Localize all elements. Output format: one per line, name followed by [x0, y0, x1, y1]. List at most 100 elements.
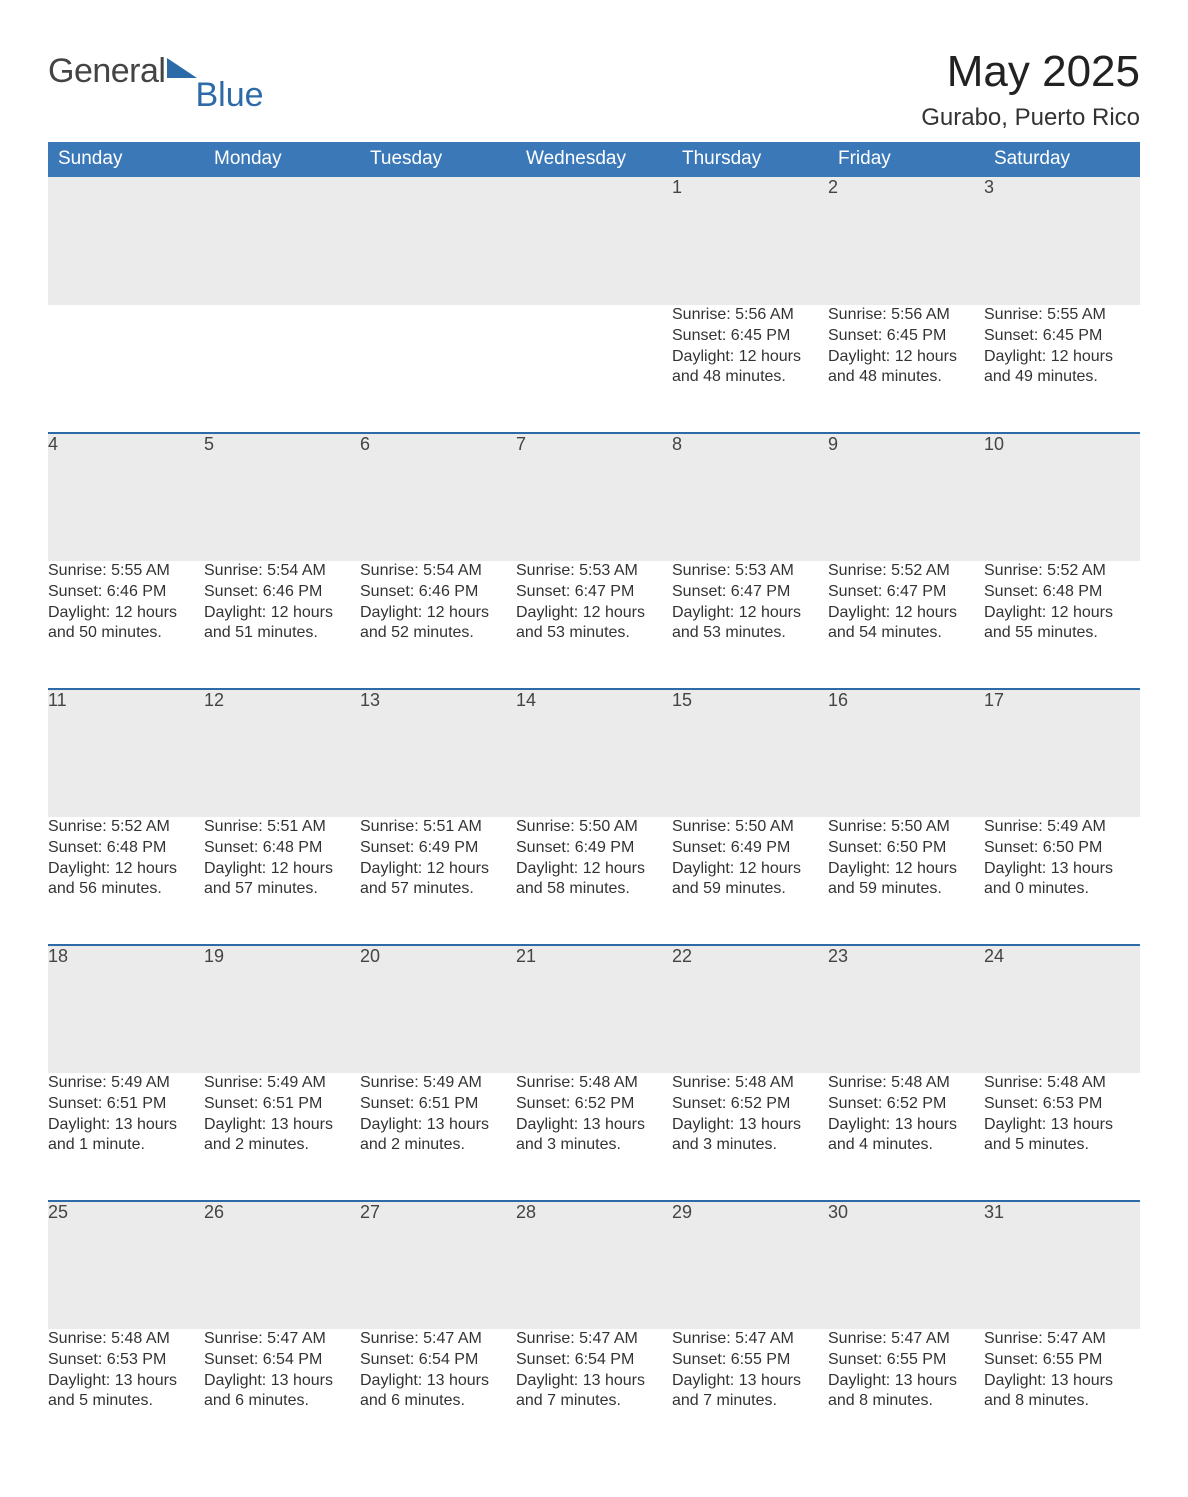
- day-number-cell: 1: [672, 177, 828, 305]
- sunrise-text: Sunrise: 5:48 AM: [984, 1073, 1140, 1094]
- day-number-cell: 13: [360, 689, 516, 817]
- sunrise-text: Sunrise: 5:47 AM: [204, 1329, 360, 1350]
- sunset-text: Sunset: 6:48 PM: [48, 838, 204, 859]
- sunset-text: Sunset: 6:55 PM: [828, 1350, 984, 1371]
- sunset-text: Sunset: 6:46 PM: [360, 582, 516, 603]
- daylight-text: Daylight: 12 hours and 50 minutes.: [48, 603, 204, 645]
- sunrise-text: Sunrise: 5:47 AM: [828, 1329, 984, 1350]
- sunrise-text: Sunrise: 5:52 AM: [48, 817, 204, 838]
- day-detail-cell: Sunrise: 5:47 AMSunset: 6:54 PMDaylight:…: [360, 1329, 516, 1457]
- day-detail-cell: Sunrise: 5:50 AMSunset: 6:49 PMDaylight:…: [516, 817, 672, 945]
- sunrise-text: Sunrise: 5:47 AM: [984, 1329, 1140, 1350]
- day-number-cell: [360, 177, 516, 305]
- sunset-text: Sunset: 6:51 PM: [204, 1094, 360, 1115]
- detail-row: Sunrise: 5:56 AMSunset: 6:45 PMDaylight:…: [48, 305, 1140, 433]
- sunset-text: Sunset: 6:45 PM: [828, 326, 984, 347]
- day-detail-cell: Sunrise: 5:52 AMSunset: 6:47 PMDaylight:…: [828, 561, 984, 689]
- sunrise-text: Sunrise: 5:54 AM: [204, 561, 360, 582]
- sunrise-text: Sunrise: 5:49 AM: [204, 1073, 360, 1094]
- day-number-cell: 25: [48, 1201, 204, 1329]
- day-detail-cell: [48, 305, 204, 433]
- detail-row: Sunrise: 5:49 AMSunset: 6:51 PMDaylight:…: [48, 1073, 1140, 1201]
- day-number-cell: 17: [984, 689, 1140, 817]
- sunset-text: Sunset: 6:55 PM: [984, 1350, 1140, 1371]
- sunrise-text: Sunrise: 5:52 AM: [828, 561, 984, 582]
- day-detail-cell: Sunrise: 5:47 AMSunset: 6:55 PMDaylight:…: [828, 1329, 984, 1457]
- day-number-cell: 4: [48, 433, 204, 561]
- day-number-cell: 16: [828, 689, 984, 817]
- day-detail-cell: Sunrise: 5:48 AMSunset: 6:52 PMDaylight:…: [672, 1073, 828, 1201]
- logo: General Blue: [48, 50, 264, 112]
- day-number-cell: 9: [828, 433, 984, 561]
- daylight-text: Daylight: 13 hours and 6 minutes.: [204, 1371, 360, 1413]
- daylight-text: Daylight: 13 hours and 5 minutes.: [48, 1371, 204, 1413]
- day-number-cell: 24: [984, 945, 1140, 1073]
- daylight-text: Daylight: 12 hours and 53 minutes.: [516, 603, 672, 645]
- weekday-header-row: Sunday Monday Tuesday Wednesday Thursday…: [48, 142, 1140, 177]
- day-number-cell: [48, 177, 204, 305]
- sunrise-text: Sunrise: 5:50 AM: [828, 817, 984, 838]
- daynum-row: 45678910: [48, 433, 1140, 561]
- sunrise-text: Sunrise: 5:48 AM: [516, 1073, 672, 1094]
- daylight-text: Daylight: 12 hours and 59 minutes.: [828, 859, 984, 901]
- sunset-text: Sunset: 6:52 PM: [516, 1094, 672, 1115]
- day-number-cell: 20: [360, 945, 516, 1073]
- sunset-text: Sunset: 6:48 PM: [204, 838, 360, 859]
- daylight-text: Daylight: 12 hours and 57 minutes.: [204, 859, 360, 901]
- sunrise-text: Sunrise: 5:51 AM: [360, 817, 516, 838]
- day-number-cell: 27: [360, 1201, 516, 1329]
- sunset-text: Sunset: 6:49 PM: [516, 838, 672, 859]
- sunrise-text: Sunrise: 5:56 AM: [672, 305, 828, 326]
- day-number-cell: 3: [984, 177, 1140, 305]
- sunrise-text: Sunrise: 5:50 AM: [672, 817, 828, 838]
- sunrise-text: Sunrise: 5:52 AM: [984, 561, 1140, 582]
- day-detail-cell: Sunrise: 5:48 AMSunset: 6:52 PMDaylight:…: [516, 1073, 672, 1201]
- daylight-text: Daylight: 12 hours and 55 minutes.: [984, 603, 1140, 645]
- sunset-text: Sunset: 6:45 PM: [672, 326, 828, 347]
- day-detail-cell: Sunrise: 5:48 AMSunset: 6:52 PMDaylight:…: [828, 1073, 984, 1201]
- day-detail-cell: Sunrise: 5:49 AMSunset: 6:51 PMDaylight:…: [204, 1073, 360, 1201]
- sunset-text: Sunset: 6:50 PM: [984, 838, 1140, 859]
- sunrise-text: Sunrise: 5:47 AM: [360, 1329, 516, 1350]
- sunset-text: Sunset: 6:52 PM: [672, 1094, 828, 1115]
- sunset-text: Sunset: 6:52 PM: [828, 1094, 984, 1115]
- sunset-text: Sunset: 6:53 PM: [984, 1094, 1140, 1115]
- day-number-cell: 23: [828, 945, 984, 1073]
- daylight-text: Daylight: 12 hours and 54 minutes.: [828, 603, 984, 645]
- sunset-text: Sunset: 6:47 PM: [516, 582, 672, 603]
- sunrise-text: Sunrise: 5:48 AM: [828, 1073, 984, 1094]
- logo-word-2: Blue: [195, 78, 263, 112]
- day-detail-cell: Sunrise: 5:47 AMSunset: 6:54 PMDaylight:…: [204, 1329, 360, 1457]
- sunset-text: Sunset: 6:46 PM: [204, 582, 360, 603]
- daylight-text: Daylight: 13 hours and 7 minutes.: [672, 1371, 828, 1413]
- daylight-text: Daylight: 13 hours and 7 minutes.: [516, 1371, 672, 1413]
- sunrise-text: Sunrise: 5:55 AM: [48, 561, 204, 582]
- header: General Blue May 2025 Gurabo, Puerto Ric…: [48, 50, 1140, 132]
- weekday-header: Sunday: [48, 142, 204, 177]
- day-detail-cell: Sunrise: 5:55 AMSunset: 6:46 PMDaylight:…: [48, 561, 204, 689]
- daylight-text: Daylight: 12 hours and 48 minutes.: [828, 347, 984, 389]
- day-detail-cell: Sunrise: 5:49 AMSunset: 6:51 PMDaylight:…: [48, 1073, 204, 1201]
- day-number-cell: [516, 177, 672, 305]
- calendar-table: Sunday Monday Tuesday Wednesday Thursday…: [48, 142, 1140, 1457]
- title-block: May 2025 Gurabo, Puerto Rico: [921, 50, 1140, 132]
- sunrise-text: Sunrise: 5:49 AM: [984, 817, 1140, 838]
- sunrise-text: Sunrise: 5:50 AM: [516, 817, 672, 838]
- day-detail-cell: Sunrise: 5:56 AMSunset: 6:45 PMDaylight:…: [828, 305, 984, 433]
- sunrise-text: Sunrise: 5:48 AM: [672, 1073, 828, 1094]
- day-number-cell: 11: [48, 689, 204, 817]
- sunset-text: Sunset: 6:47 PM: [672, 582, 828, 603]
- day-number-cell: 18: [48, 945, 204, 1073]
- detail-row: Sunrise: 5:55 AMSunset: 6:46 PMDaylight:…: [48, 561, 1140, 689]
- sunset-text: Sunset: 6:49 PM: [360, 838, 516, 859]
- day-number-cell: 5: [204, 433, 360, 561]
- day-detail-cell: [516, 305, 672, 433]
- day-detail-cell: Sunrise: 5:48 AMSunset: 6:53 PMDaylight:…: [48, 1329, 204, 1457]
- day-detail-cell: Sunrise: 5:53 AMSunset: 6:47 PMDaylight:…: [516, 561, 672, 689]
- daylight-text: Daylight: 12 hours and 56 minutes.: [48, 859, 204, 901]
- daylight-text: Daylight: 13 hours and 6 minutes.: [360, 1371, 516, 1413]
- daynum-row: 11121314151617: [48, 689, 1140, 817]
- day-number-cell: [204, 177, 360, 305]
- daylight-text: Daylight: 12 hours and 57 minutes.: [360, 859, 516, 901]
- day-detail-cell: Sunrise: 5:56 AMSunset: 6:45 PMDaylight:…: [672, 305, 828, 433]
